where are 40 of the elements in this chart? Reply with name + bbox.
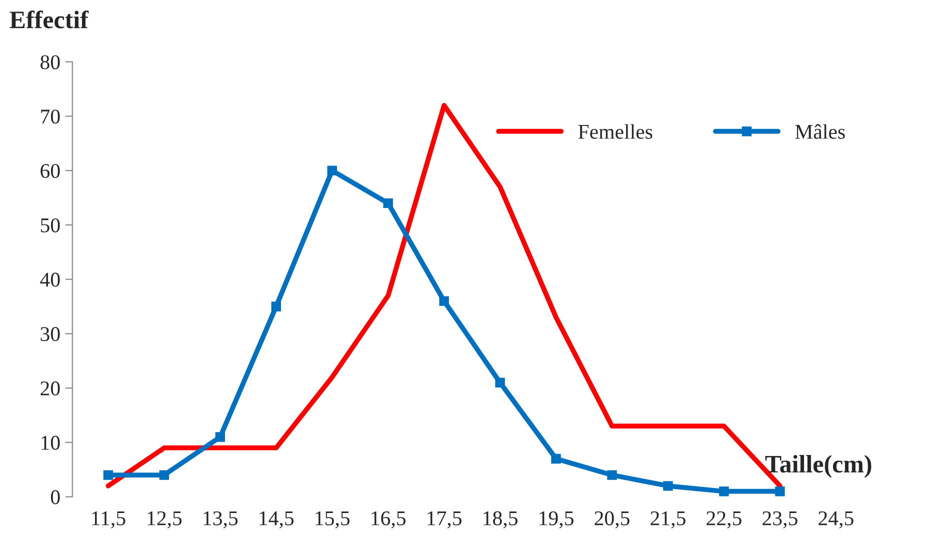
x-tick-label: 19,5: [540, 511, 574, 528]
x-tick-label: 18,5: [484, 511, 518, 528]
point: [439, 296, 449, 306]
point: [159, 470, 170, 480]
x-tick-label: 13,5: [204, 511, 238, 528]
x-tick-label: 16,5: [372, 511, 406, 528]
point: [327, 166, 337, 176]
point: [271, 302, 282, 312]
y-tick-label: 50: [40, 218, 60, 232]
y-tick-label: 60: [40, 164, 60, 178]
point: [215, 432, 226, 442]
point: [103, 470, 114, 480]
y-tick-label: 10: [42, 436, 60, 450]
y-tick-label: 0: [50, 490, 60, 504]
point: [551, 454, 561, 464]
x-tick-label: 21,5: [650, 511, 686, 528]
point: [495, 378, 505, 388]
point: [607, 470, 617, 480]
point: [775, 486, 785, 496]
x-tick-label: 23,5: [762, 511, 798, 528]
x-tick-label: 12,5: [148, 511, 182, 528]
y-tick-label: 20: [40, 381, 60, 396]
y-tick-label: 40: [40, 272, 60, 287]
y-tick-label: 70: [41, 110, 60, 124]
x-tick-label: 22,5: [706, 511, 742, 528]
x-tick-label: 24,5: [818, 511, 854, 528]
x-tick-label: 14,5: [260, 511, 294, 528]
legend-label: Mâles: [795, 124, 845, 139]
legend-label: Femelles: [578, 124, 652, 139]
x-tick-label: 11,5: [92, 511, 126, 528]
x-axis-title: Taille(cm): [765, 455, 872, 478]
x-tick-label: 17,5: [428, 511, 462, 528]
point: [383, 198, 393, 208]
x-tick-label: 15,5: [316, 511, 350, 528]
point: [719, 486, 729, 496]
point: [663, 481, 673, 491]
y-axis-title: Effectif: [10, 10, 89, 28]
x-tick-label: 20,5: [594, 511, 630, 528]
y-tick-label: 80: [40, 55, 60, 70]
y-tick-label: 30: [40, 327, 60, 342]
